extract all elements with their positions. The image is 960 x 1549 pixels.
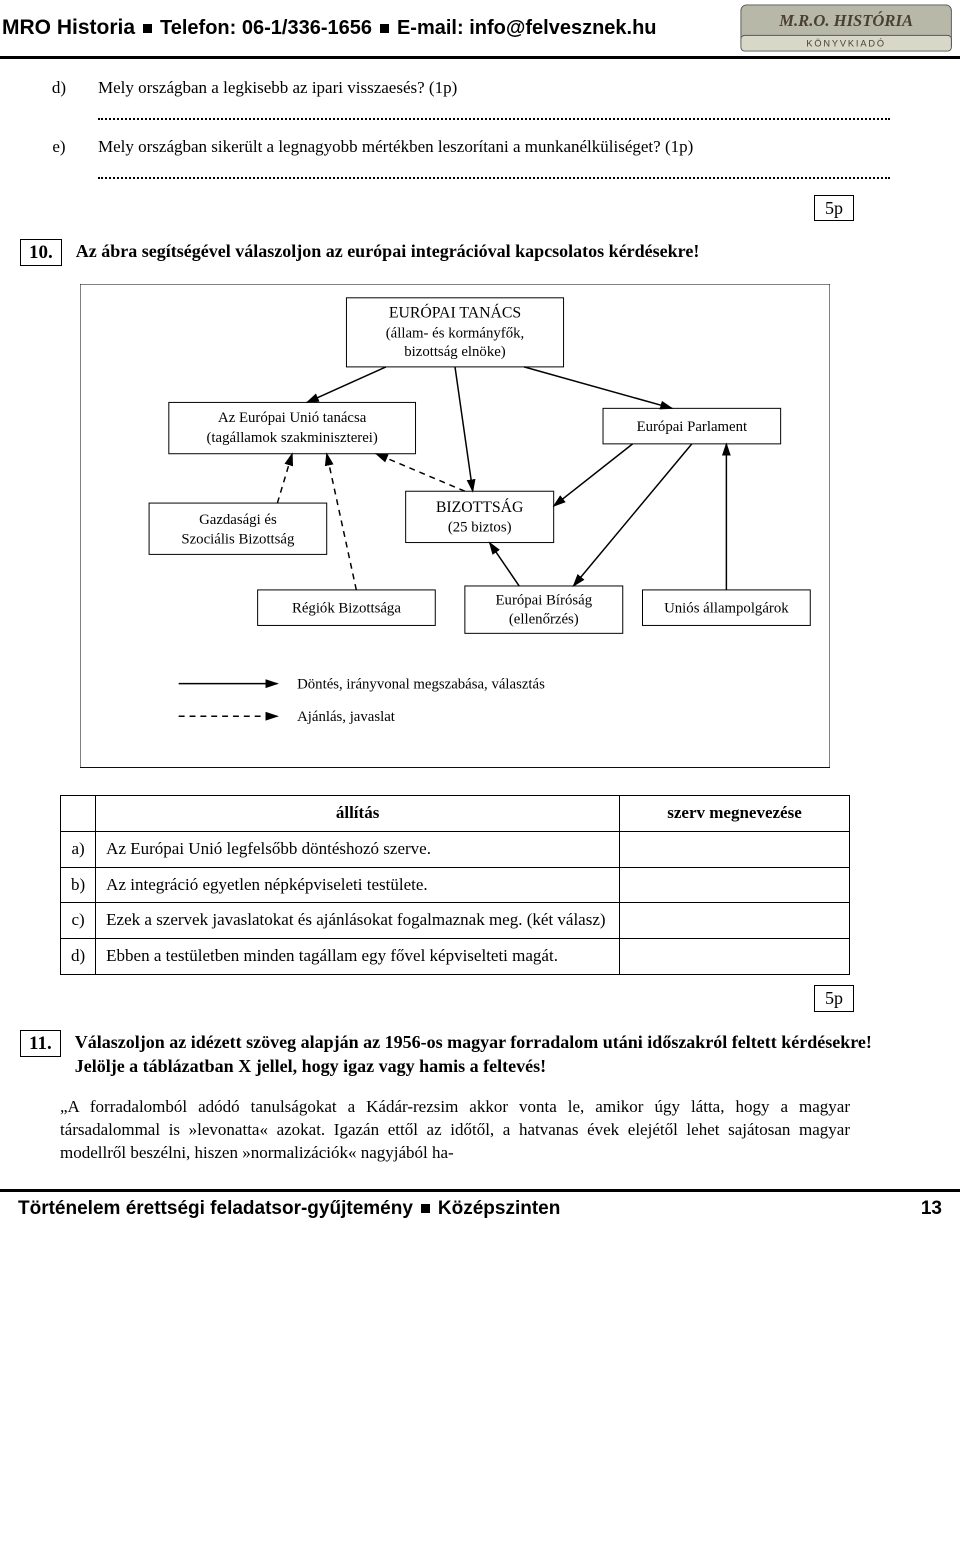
- node-tanacs-l2: (állam- és kormányfők,: [386, 325, 524, 341]
- cell-text-d: Ebben a testületben minden tagállam egy …: [96, 939, 620, 975]
- question-d-letter: d): [20, 77, 98, 100]
- question-e-row: e) Mely országban sikerült a legnagyobb …: [20, 136, 890, 159]
- footer-title: Történelem érettségi feladatsor-gyűjtemé…: [18, 1196, 413, 1222]
- cell-text-c: Ezek a szervek javaslatokat és ajánlások…: [96, 903, 620, 939]
- node-unio-l2: (tagállamok szakminiszterei): [207, 430, 378, 446]
- statement-table: állítás szerv megnevezése a) Az Európai …: [60, 795, 850, 976]
- node-polgarok: Uniós állampolgárok: [664, 601, 789, 617]
- node-birosag-l2: (ellenőrzés): [509, 612, 579, 628]
- cell-key-c: c): [61, 903, 96, 939]
- node-biz-l2: (25 biztos): [448, 520, 512, 536]
- cell-answer-c[interactable]: [620, 903, 850, 939]
- question-d-text: Mely országban a legkisebb az ipari viss…: [98, 77, 890, 100]
- task-11-number: 11.: [20, 1030, 61, 1057]
- question-e-text: Mely országban sikerült a legnagyobb mér…: [98, 136, 890, 159]
- footer-left: Történelem érettségi feladatsor-gyűjtemé…: [18, 1196, 921, 1222]
- node-gazd-l1: Gazdasági és: [199, 512, 277, 528]
- table-row: a) Az Európai Unió legfelsőbb döntéshozó…: [61, 831, 850, 867]
- cell-key-d: d): [61, 939, 96, 975]
- eu-diagram: EURÓPAI TANÁCS (állam- és kormányfők, bi…: [80, 284, 830, 774]
- legend-solid: Döntés, irányvonal megszabása, választás: [297, 677, 545, 693]
- question-d-row: d) Mely országban a legkisebb az ipari v…: [20, 77, 890, 100]
- task-10-title: Az ábra segítségével válaszoljon az euró…: [76, 239, 890, 263]
- separator-square-icon: [421, 1204, 430, 1213]
- page-footer: Történelem érettségi feladatsor-gyűjtemé…: [0, 1189, 960, 1232]
- points-box-2: 5p: [814, 985, 854, 1011]
- header-left: MRO Historia Telefon: 06-1/336-1656 E-ma…: [2, 14, 740, 42]
- table-row: b) Az integráció egyetlen népképviseleti…: [61, 867, 850, 903]
- table-row: d) Ebben a testületben minden tagállam e…: [61, 939, 850, 975]
- table-row: c) Ezek a szervek javaslatokat és ajánlá…: [61, 903, 850, 939]
- cell-answer-b[interactable]: [620, 867, 850, 903]
- answer-line-e[interactable]: [98, 165, 890, 179]
- cell-text-a: Az Európai Unió legfelsőbb döntéshozó sz…: [96, 831, 620, 867]
- node-biz-l1: BIZOTTSÁG: [436, 497, 524, 516]
- separator-square-icon: [143, 24, 152, 33]
- task-11-title: Válaszoljon az idézett szöveg alapján az…: [75, 1030, 890, 1079]
- cell-key-a: a): [61, 831, 96, 867]
- node-parlament: Európai Parlament: [637, 419, 748, 435]
- node-tanacs-l1: EURÓPAI TANÁCS: [389, 303, 521, 322]
- email-label: E-mail: info@felvesznek.hu: [397, 15, 657, 42]
- cell-answer-d[interactable]: [620, 939, 850, 975]
- answer-line-d[interactable]: [98, 106, 890, 120]
- th-szerv: szerv megnevezése: [620, 795, 850, 831]
- separator-square-icon: [380, 24, 389, 33]
- logo: M.R.O. HISTÓRIA KÖNYVKIADÓ: [740, 4, 952, 52]
- footer-mid: Középszinten: [438, 1196, 560, 1222]
- points-box-1: 5p: [814, 195, 854, 221]
- svg-text:M.R.O. HISTÓRIA: M.R.O. HISTÓRIA: [778, 11, 913, 30]
- cell-key-b: b): [61, 867, 96, 903]
- legend-dashed: Ajánlás, javaslat: [297, 709, 396, 725]
- node-regiok: Régiók Bizottsága: [292, 601, 401, 617]
- th-blank: [61, 795, 96, 831]
- cell-answer-a[interactable]: [620, 831, 850, 867]
- brand-name: MRO Historia: [2, 14, 135, 42]
- question-e-letter: e): [20, 136, 98, 159]
- task-10-number: 10.: [20, 239, 62, 266]
- node-birosag-l1: Európai Bíróság: [496, 593, 593, 609]
- node-unio-l1: Az Európai Unió tanácsa: [218, 410, 367, 426]
- phone-label: Telefon: 06-1/336-1656: [160, 15, 372, 42]
- task-11-row: 11. Válaszoljon az idézett szöveg alapjá…: [20, 1030, 890, 1079]
- page-header: MRO Historia Telefon: 06-1/336-1656 E-ma…: [0, 0, 960, 59]
- th-allitas: állítás: [96, 795, 620, 831]
- svg-text:KÖNYVKIADÓ: KÖNYVKIADÓ: [806, 38, 885, 48]
- points-row-1: 5p: [20, 195, 890, 221]
- task-11-body: „A forradalomból adódó tanulságokat a Ká…: [60, 1096, 850, 1165]
- cell-text-b: Az integráció egyetlen népképviseleti te…: [96, 867, 620, 903]
- node-gazd-l2: Szociális Bizottság: [181, 532, 295, 548]
- node-tanacs-l3: bizottság elnöke): [404, 344, 506, 360]
- points-row-2: 5p: [20, 985, 890, 1011]
- table-header-row: állítás szerv megnevezése: [61, 795, 850, 831]
- task-10-row: 10. Az ábra segítségével válaszoljon az …: [20, 239, 890, 266]
- page-number: 13: [921, 1196, 942, 1222]
